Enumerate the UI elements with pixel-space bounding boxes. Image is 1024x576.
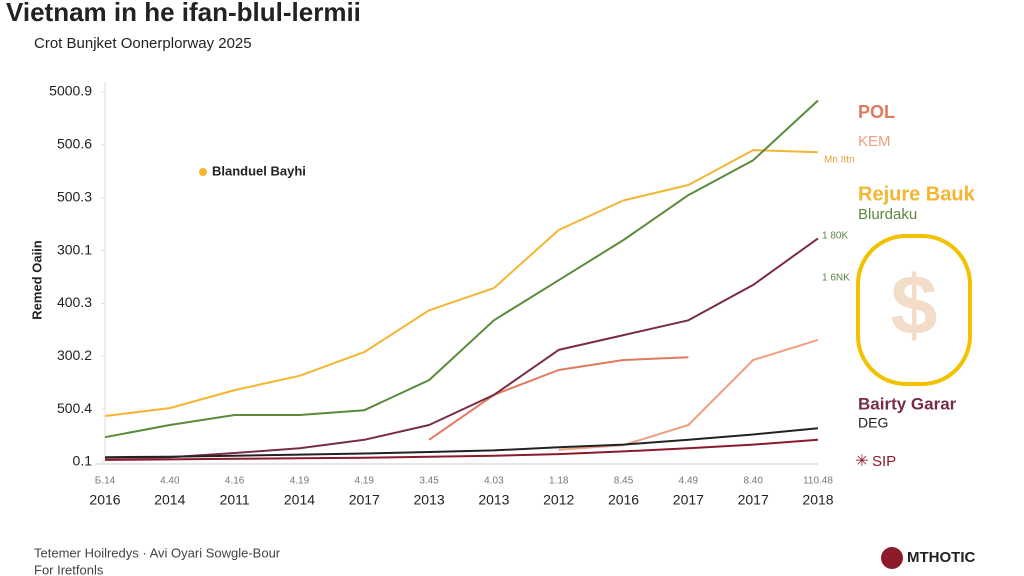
legend-label: KEM bbox=[858, 133, 891, 150]
x-tick-sublabel: 4.19 bbox=[355, 476, 375, 487]
legend-label: Rejure Bauk bbox=[858, 183, 976, 205]
x-tick-label: 2013 bbox=[414, 492, 445, 508]
logo: MTHOTIC bbox=[907, 549, 975, 566]
x-tick-sublabel: 4.16 bbox=[225, 476, 245, 487]
x-tick-sublabel: 3.45 bbox=[419, 476, 439, 487]
chart-subtitle: Crot Bunjket Oonerplorway 2025 bbox=[34, 35, 252, 52]
legend-marker: ✳ bbox=[855, 453, 868, 470]
annotation: 1 80K bbox=[822, 231, 848, 242]
x-tick-sublabel: 4.03 bbox=[484, 476, 504, 487]
x-tick-label: 2014 bbox=[154, 492, 185, 508]
series-line bbox=[104, 438, 819, 461]
series-line bbox=[428, 356, 689, 441]
x-tick-label: 2011 bbox=[220, 492, 250, 508]
x-tick-sublabel: 1.18 bbox=[549, 476, 569, 487]
legend-label: POL bbox=[858, 102, 895, 122]
footer: For Iretfonls bbox=[34, 562, 104, 576]
annotation: Mn Ittn bbox=[824, 155, 855, 166]
y-axis-label: Remed Oaiin bbox=[29, 240, 44, 320]
y-tick-label: 300.1 bbox=[57, 241, 92, 257]
series-line bbox=[558, 338, 819, 451]
y-tick-label: 500.3 bbox=[57, 188, 92, 204]
series-line bbox=[104, 149, 819, 417]
legend-label: DEG bbox=[858, 415, 888, 431]
x-tick-label: 2013 bbox=[478, 492, 509, 508]
footer: Tetemer Hoilredys · Avi Oyari Sowgle-Bou… bbox=[34, 545, 281, 560]
x-tick-label: 2017 bbox=[673, 492, 704, 508]
chart-title: Vietnam in he ifan-blul-lermii bbox=[6, 0, 361, 27]
x-tick-label: 2016 bbox=[608, 492, 639, 508]
y-tick-label: 5000.9 bbox=[49, 83, 92, 99]
svg-text:$: $ bbox=[891, 258, 938, 352]
x-tick-sublabel: 110.48 bbox=[803, 476, 833, 487]
x-tick-sublabel: 4.19 bbox=[290, 476, 310, 487]
y-tick-label: 300.2 bbox=[57, 347, 92, 363]
logo-icon bbox=[881, 547, 903, 569]
y-tick-label: 500.4 bbox=[57, 400, 92, 416]
legend-label: Bairty Garar bbox=[858, 394, 957, 413]
x-tick-label: 2017 bbox=[349, 492, 380, 508]
series-line bbox=[104, 427, 819, 459]
y-tick-label: 0.1 bbox=[73, 453, 93, 469]
x-tick-sublabel: 8.40 bbox=[743, 476, 763, 487]
annotation-dot bbox=[199, 168, 207, 176]
x-tick-sublabel: 8.45 bbox=[614, 476, 634, 487]
y-tick-label: 500.6 bbox=[57, 136, 92, 152]
x-tick-label: 2012 bbox=[543, 492, 574, 508]
annotation: Blanduel Bayhi bbox=[212, 163, 306, 178]
x-tick-sublabel: Б.14 bbox=[95, 476, 116, 487]
x-tick-label: 2016 bbox=[89, 492, 120, 508]
x-tick-sublabel: 4.49 bbox=[679, 476, 699, 487]
x-tick-label: 2018 bbox=[802, 492, 833, 508]
x-tick-label: 2014 bbox=[284, 492, 315, 508]
coin-icon: $ bbox=[856, 234, 972, 386]
legend-label: Blurdaku bbox=[858, 206, 917, 223]
series-line bbox=[104, 237, 819, 459]
legend-label: SIP bbox=[872, 453, 896, 470]
y-tick-label: 400.3 bbox=[57, 294, 92, 310]
annotation: 1 6NK bbox=[822, 273, 850, 284]
x-tick-label: 2017 bbox=[738, 492, 769, 508]
series-line bbox=[104, 99, 819, 439]
x-tick-sublabel: 4.40 bbox=[160, 476, 180, 487]
